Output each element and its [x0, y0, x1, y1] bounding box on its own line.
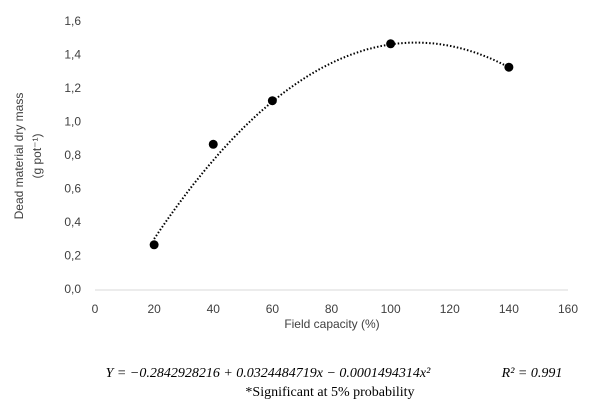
footnote: *Significant at 5% probability — [245, 385, 414, 400]
y-axis-title: Dead material dry mass — [12, 93, 26, 220]
data-point — [149, 240, 159, 250]
y-tick-label: 0,8 — [64, 148, 81, 162]
x-tick-label: 60 — [266, 302, 280, 316]
y-tick-label: 1,4 — [64, 48, 81, 62]
data-point — [386, 39, 396, 49]
equation: Y = −0.2842928216 + 0.0324484719x − 0.00… — [106, 366, 432, 381]
x-tick-label: 80 — [325, 302, 339, 316]
x-tick-label: 160 — [558, 302, 578, 316]
y-tick-label: 0,2 — [64, 249, 81, 263]
data-point — [504, 62, 514, 72]
y-tick-label: 0,0 — [64, 282, 81, 296]
x-axis-title: Field capacity (%) — [284, 317, 379, 331]
x-tick-label: 20 — [147, 302, 161, 316]
x-tick-label: 100 — [381, 302, 401, 316]
x-tick-label: 40 — [207, 302, 221, 316]
x-tick-label: 120 — [440, 302, 460, 316]
y-tick-label: 0,4 — [64, 215, 81, 229]
r-squared: R² = 0.991 — [501, 366, 563, 381]
data-point — [208, 139, 218, 149]
y-tick-label: 0,6 — [64, 182, 81, 196]
y-tick-label: 1,0 — [64, 115, 81, 129]
x-tick-label: 0 — [92, 302, 99, 316]
y-tick-label: 1,6 — [64, 14, 81, 28]
y-axis-title: (g pot⁻¹) — [30, 133, 44, 178]
y-tick-label: 1,2 — [64, 81, 81, 95]
x-tick-label: 140 — [499, 302, 519, 316]
trendline — [153, 41, 510, 240]
data-point — [267, 96, 277, 106]
